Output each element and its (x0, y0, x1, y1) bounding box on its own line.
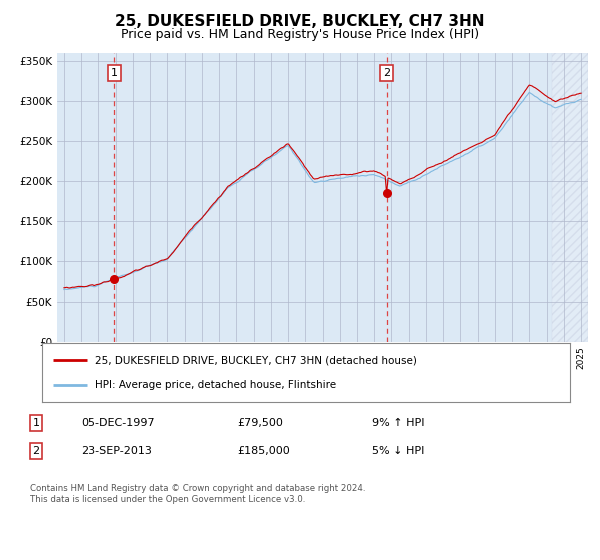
Text: 1: 1 (111, 68, 118, 78)
Text: 25, DUKESFIELD DRIVE, BUCKLEY, CH7 3HN: 25, DUKESFIELD DRIVE, BUCKLEY, CH7 3HN (115, 14, 485, 29)
Text: 9% ↑ HPI: 9% ↑ HPI (372, 418, 425, 428)
Text: HPI: Average price, detached house, Flintshire: HPI: Average price, detached house, Flin… (95, 380, 336, 390)
Text: 2: 2 (32, 446, 40, 456)
Text: £185,000: £185,000 (237, 446, 290, 456)
Text: Price paid vs. HM Land Registry's House Price Index (HPI): Price paid vs. HM Land Registry's House … (121, 28, 479, 41)
Text: Contains HM Land Registry data © Crown copyright and database right 2024.
This d: Contains HM Land Registry data © Crown c… (30, 484, 365, 504)
Text: 23-SEP-2013: 23-SEP-2013 (81, 446, 152, 456)
Text: 5% ↓ HPI: 5% ↓ HPI (372, 446, 424, 456)
Text: 25, DUKESFIELD DRIVE, BUCKLEY, CH7 3HN (detached house): 25, DUKESFIELD DRIVE, BUCKLEY, CH7 3HN (… (95, 356, 416, 365)
Text: 1: 1 (32, 418, 40, 428)
Text: 05-DEC-1997: 05-DEC-1997 (81, 418, 155, 428)
Text: £79,500: £79,500 (237, 418, 283, 428)
Text: 2: 2 (383, 68, 391, 78)
